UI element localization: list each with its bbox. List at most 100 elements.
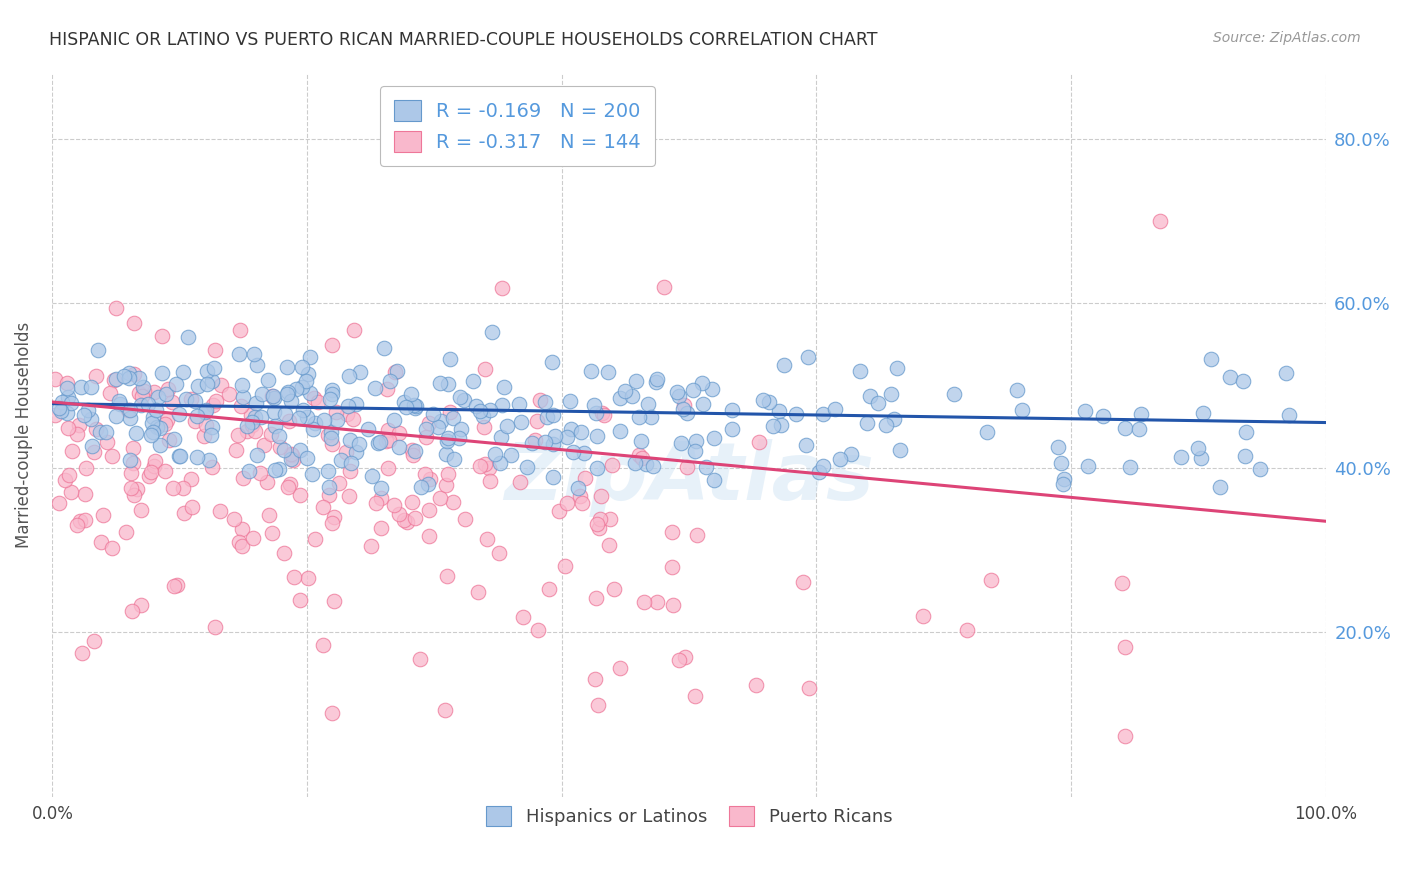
Point <box>49 404 72 418</box>
Point <box>544 428 567 442</box>
Point <box>609 425 631 439</box>
Point <box>956 624 979 638</box>
Point <box>104 301 127 316</box>
Point <box>672 402 695 417</box>
Point <box>436 434 458 449</box>
Point <box>322 594 344 608</box>
Point <box>377 423 399 437</box>
Point <box>449 390 471 404</box>
Point <box>524 433 547 447</box>
Point <box>204 343 226 358</box>
Point <box>745 678 768 692</box>
Point <box>411 480 433 494</box>
Point <box>360 539 382 553</box>
Point <box>73 513 96 527</box>
Point <box>344 397 367 411</box>
Point <box>416 477 439 491</box>
Point <box>437 377 460 392</box>
Point <box>613 384 636 398</box>
Point <box>1011 403 1033 417</box>
Point <box>250 409 273 424</box>
Point <box>671 435 693 450</box>
Point <box>69 514 91 528</box>
Point <box>209 377 232 392</box>
Point <box>599 512 621 526</box>
Point <box>104 409 127 424</box>
Point <box>75 487 97 501</box>
Point <box>683 444 706 458</box>
Point <box>228 535 250 549</box>
Point <box>48 401 70 415</box>
Point <box>288 592 311 607</box>
Point <box>382 498 405 512</box>
Point <box>339 433 361 447</box>
Point <box>848 364 870 378</box>
Point <box>304 416 326 430</box>
Point <box>883 411 905 425</box>
Point <box>125 482 148 496</box>
Point <box>427 420 450 434</box>
Point <box>413 467 436 482</box>
Point <box>839 447 862 461</box>
Point <box>89 425 111 439</box>
Point <box>516 459 538 474</box>
Point <box>267 461 290 475</box>
Point <box>1119 460 1142 475</box>
Point <box>1149 214 1171 228</box>
Point <box>321 516 343 531</box>
Point <box>536 410 558 425</box>
Point <box>124 425 146 440</box>
Point <box>229 399 252 413</box>
Point <box>238 464 260 478</box>
Point <box>339 369 361 384</box>
Point <box>370 491 392 505</box>
Point <box>647 594 669 608</box>
Point <box>157 382 180 396</box>
Point <box>131 598 153 612</box>
Point <box>395 515 418 529</box>
Point <box>273 408 295 422</box>
Point <box>453 512 475 526</box>
Point <box>499 448 522 462</box>
Point <box>342 412 364 426</box>
Point <box>633 595 655 609</box>
Point <box>288 442 311 457</box>
Point <box>598 538 620 552</box>
Point <box>253 438 276 452</box>
Point <box>508 397 530 411</box>
Point <box>186 409 208 423</box>
Point <box>145 403 167 417</box>
Point <box>624 456 647 470</box>
Point <box>273 546 295 560</box>
Point <box>349 365 371 379</box>
Legend: Hispanics or Latinos, Puerto Ricans: Hispanics or Latinos, Puerto Ricans <box>477 797 901 835</box>
Point <box>176 392 198 406</box>
Point <box>156 413 179 427</box>
Point <box>574 471 596 485</box>
Point <box>44 409 66 423</box>
Point <box>302 422 325 436</box>
Point <box>588 698 610 713</box>
Point <box>880 387 903 401</box>
Point <box>630 434 652 448</box>
Point <box>326 413 349 427</box>
Y-axis label: Married-couple Households: Married-couple Households <box>15 322 32 548</box>
Point <box>404 510 426 524</box>
Point <box>260 525 283 540</box>
Point <box>118 371 141 385</box>
Point <box>205 393 228 408</box>
Text: ZipAtlas: ZipAtlas <box>505 439 875 517</box>
Point <box>139 465 162 479</box>
Point <box>470 459 492 474</box>
Point <box>186 450 208 464</box>
Point <box>195 403 218 417</box>
Point <box>169 450 191 464</box>
Point <box>773 358 796 372</box>
Point <box>80 439 103 453</box>
Point <box>53 474 76 488</box>
Point <box>567 481 589 495</box>
Point <box>1111 576 1133 591</box>
Point <box>1199 352 1222 367</box>
Point <box>312 500 335 514</box>
Point <box>344 445 367 459</box>
